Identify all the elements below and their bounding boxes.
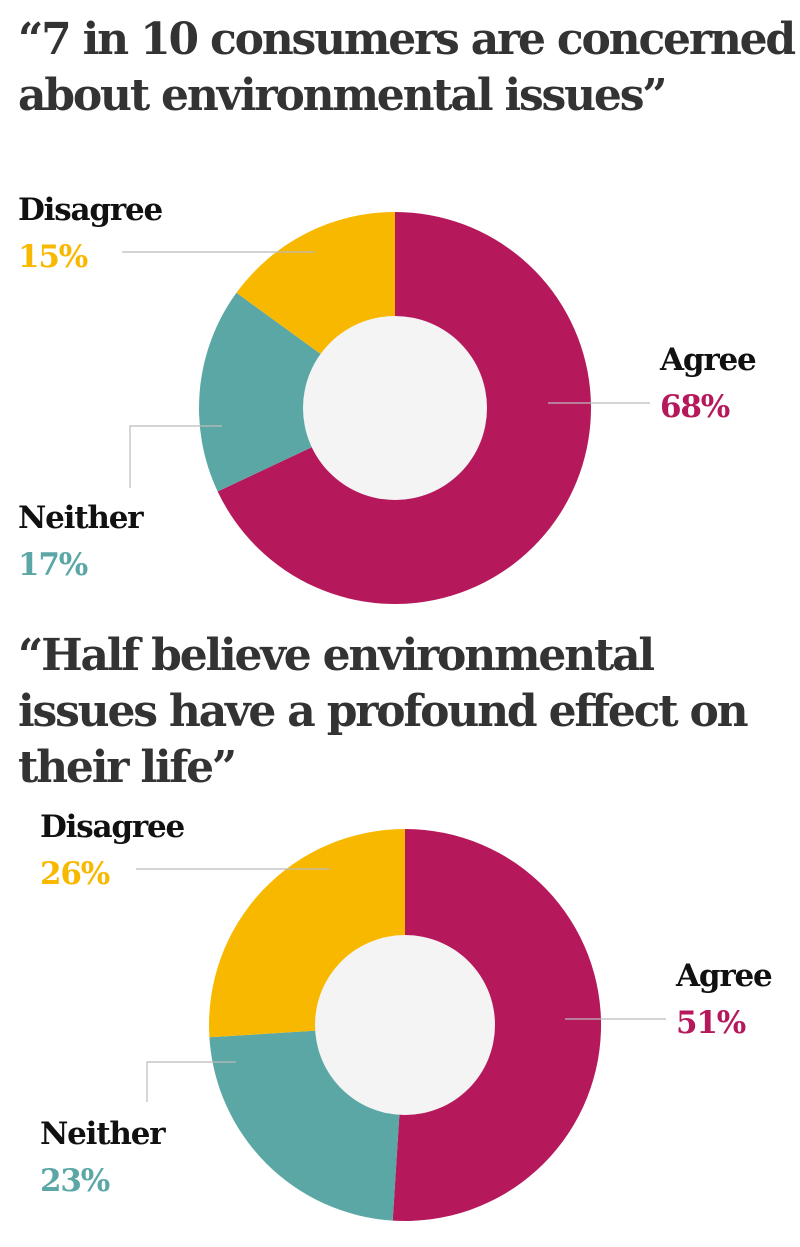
donut-2-value-neither: 23% [40,1163,110,1199]
donut-1-hole [303,316,487,500]
donut-1-value-neither: 17% [18,547,88,583]
chart-title-2: “Half believe environmental issues have … [18,630,749,793]
donut-2-label-agree: Agree [675,958,772,994]
chart-title-1: “7 in 10 consumers are concerned about e… [18,14,796,121]
donut-1-label-disagree: Disagree [18,192,163,228]
donut-1-label-neither: Neither [18,500,144,536]
donut-2-slice-agree [392,829,602,1221]
donut-chart-2: Agree 51% Neither 23% Disagree 26% [40,809,773,1221]
donut-2-label-neither: Neither [40,1116,166,1152]
donut-chart-1: Agree 68% Neither 17% Disagree 15% [18,192,757,604]
donut-2-leader-neither [146,1061,236,1102]
donut-1-value-agree: 68% [660,389,730,425]
donut-2-hole [315,935,495,1115]
donut-1-label-agree: Agree [659,342,756,378]
donut-1-leader-neither [129,425,222,488]
donut-2-value-agree: 51% [676,1005,746,1041]
donut-2-value-disagree: 26% [40,856,110,892]
donut-1-value-disagree: 15% [18,239,88,275]
donut-1-slice-neither [198,292,395,492]
donut-2-label-disagree: Disagree [40,809,185,845]
